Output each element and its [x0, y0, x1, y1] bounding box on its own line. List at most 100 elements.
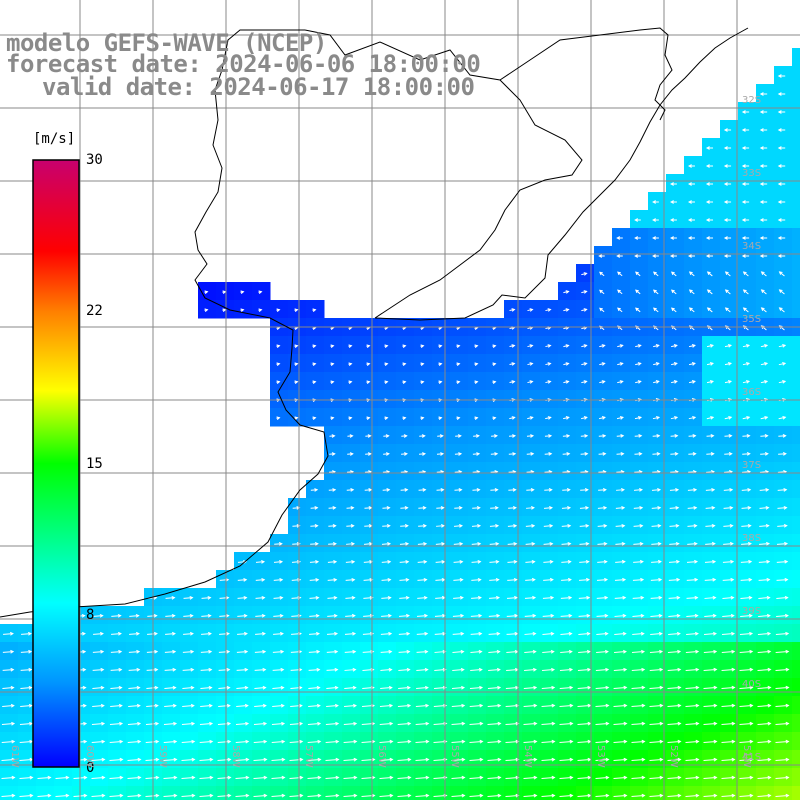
wind-vector [127, 794, 141, 798]
wind-speed-cell [720, 732, 739, 751]
wind-speed-cell [414, 516, 433, 535]
wind-speed-cell [630, 732, 649, 751]
wind-vector [128, 687, 140, 689]
wind-vector-head [605, 775, 610, 780]
wind-vector-head [348, 380, 353, 385]
wind-vector [687, 543, 697, 545]
wind-vector-head [352, 685, 357, 690]
wind-vector [706, 435, 714, 437]
wind-speed-cell [738, 192, 757, 211]
wind-vector [775, 776, 789, 780]
wind-vector [400, 507, 408, 509]
wind-vector-head [641, 667, 646, 672]
wind-vector-head [635, 271, 639, 276]
wind-vector-head [584, 452, 589, 456]
wind-speed-cell [702, 138, 721, 157]
wind-vector [506, 669, 518, 671]
wind-vector-head [585, 505, 590, 510]
wind-vector-head [567, 559, 572, 564]
wind-speed-cell [252, 678, 271, 697]
wind-vector-head [621, 559, 626, 564]
wind-speed-cell [360, 588, 379, 607]
wind-vector-head [748, 595, 753, 600]
wind-speed-cell [180, 786, 199, 800]
wind-speed-cell [630, 552, 649, 571]
wind-speed-cell [756, 138, 775, 157]
wind-speed-cell [522, 552, 541, 571]
wind-speed-cell [108, 642, 127, 661]
wind-speed-cell [360, 570, 379, 589]
wind-vector [470, 669, 482, 671]
wind-vector [543, 525, 553, 527]
wind-vector-head [461, 703, 466, 708]
wind-vector [526, 489, 534, 491]
wind-vector-head [438, 344, 443, 349]
wind-speed-cell [756, 102, 775, 121]
wind-vector-head [621, 505, 626, 510]
wind-vector-head [530, 488, 535, 492]
wind-vector-head [119, 739, 124, 744]
wind-speed-cell [738, 696, 757, 715]
wind-speed-cell [684, 642, 703, 661]
wind-vector-head [315, 559, 320, 564]
lon-label: 59W [157, 745, 168, 768]
wind-vector-head [724, 325, 729, 330]
wind-speed-cell [702, 264, 721, 283]
wind-vector-head [603, 505, 608, 510]
wind-vector-head [496, 667, 501, 672]
wind-vector-head [659, 739, 664, 744]
wind-vector-head [749, 757, 754, 762]
wind-vector [254, 651, 266, 653]
wind-vector-head [331, 434, 336, 438]
wind-vector-head [605, 739, 610, 744]
wind-speed-cell [522, 588, 541, 607]
wind-vector-head [279, 577, 284, 582]
wind-vector-head [530, 452, 535, 456]
wind-vector-head [731, 721, 736, 726]
wind-vector [667, 740, 681, 744]
wind-vector [236, 669, 248, 671]
wind-vector [235, 794, 249, 798]
wind-vector [740, 615, 752, 617]
wind-vector [415, 740, 429, 744]
wind-vector [686, 561, 698, 563]
wind-speed-cell [486, 732, 505, 751]
wind-speed-cell [342, 714, 361, 733]
wind-vector-head [438, 362, 443, 367]
wind-vector-head [371, 793, 376, 798]
wind-vector-head [533, 703, 538, 708]
wind-vector-head [637, 416, 643, 420]
wind-vector [777, 489, 787, 491]
wind-vector [685, 776, 699, 780]
wind-speed-cell [126, 786, 145, 800]
wind-vector-head [550, 631, 555, 636]
wind-vector-head [569, 685, 574, 690]
wind-speed-cell [774, 480, 793, 499]
wind-vector-head [675, 505, 680, 510]
wind-speed-cell [450, 534, 469, 553]
wind-vector-head [511, 416, 516, 420]
wind-speed-cell [360, 516, 379, 535]
wind-vector-head [741, 128, 746, 132]
wind-speed-cell [540, 768, 559, 787]
wind-vector [451, 776, 465, 780]
wind-vector [703, 651, 717, 653]
wind-vector [434, 651, 446, 653]
wind-speed-cell [756, 696, 775, 715]
wind-vector-head [674, 416, 679, 420]
wind-speed-cell [468, 624, 487, 643]
wind-vector [616, 489, 624, 491]
wind-vector [199, 723, 213, 725]
wind-vector [19, 758, 33, 762]
wind-vector-head [711, 541, 716, 546]
wind-vector-head [477, 523, 482, 528]
wind-speed-cell [378, 552, 397, 571]
wind-vector [722, 561, 734, 563]
wind-vector [452, 615, 464, 617]
wind-vector [253, 794, 267, 798]
wind-speed-cell [792, 444, 800, 463]
wind-vector [669, 561, 679, 563]
wind-vector [542, 633, 554, 635]
wind-vector-head [443, 703, 448, 708]
wind-vector [651, 543, 661, 545]
